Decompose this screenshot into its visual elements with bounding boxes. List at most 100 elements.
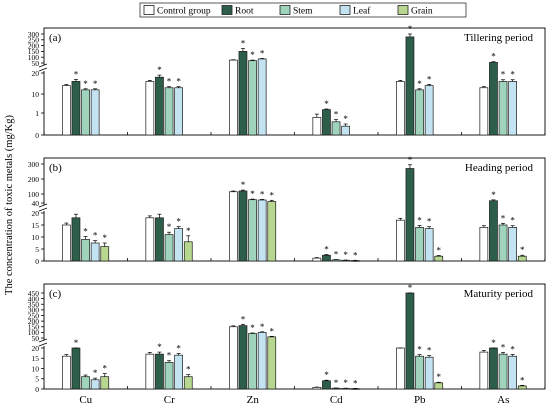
bar-control-group-as <box>479 87 489 136</box>
significance-star: * <box>408 283 413 293</box>
significance-star: * <box>74 69 79 79</box>
bar-grain-cr <box>183 376 193 390</box>
bar-control-group-cu <box>61 224 71 262</box>
significance-star: * <box>186 226 191 236</box>
significance-star: * <box>93 368 98 378</box>
bar-leaf-pb <box>424 85 434 136</box>
bar-root-cu <box>71 81 81 136</box>
bar-leaf-as <box>508 227 517 262</box>
significance-star: * <box>343 250 348 260</box>
significance-star: * <box>427 346 432 356</box>
bar-grain-cu <box>100 376 110 390</box>
significance-star: * <box>427 74 432 84</box>
axis-break-gap <box>40 340 48 346</box>
x-category-label-cu: Cu <box>79 394 92 406</box>
bar-stem-zn <box>248 60 257 136</box>
y-tick-label: 20 <box>32 69 40 78</box>
bar-leaf-cr <box>174 228 183 262</box>
bar-root-cd <box>322 254 331 262</box>
significance-star: * <box>510 70 515 80</box>
bar-leaf-cr <box>174 87 183 136</box>
significance-star: * <box>103 233 108 243</box>
significance-star: * <box>353 378 358 388</box>
y-tick-label: 100 <box>28 328 40 337</box>
legend-label-grain: Grain <box>411 7 433 17</box>
x-category-label-zn: Zn <box>247 394 260 406</box>
x-category-label-as: As <box>497 394 509 406</box>
bar-stem-cd <box>331 259 341 262</box>
axis-break-mark <box>38 342 48 347</box>
bar-stem-cr <box>164 234 174 262</box>
significance-star: * <box>510 216 515 226</box>
significance-star: * <box>176 217 181 227</box>
significance-star: * <box>520 375 525 385</box>
significance-star: * <box>103 364 108 374</box>
bar-root-cr <box>155 76 164 136</box>
significance-star: * <box>491 52 496 62</box>
bar-leaf-cu <box>90 379 100 390</box>
bar-root-as <box>489 62 498 136</box>
bar-stem-cr <box>164 362 174 390</box>
significance-star: * <box>260 322 265 332</box>
significance-star: * <box>176 344 181 354</box>
panel-frame <box>43 27 546 136</box>
bar-root-zn <box>238 325 248 390</box>
y-tick-label: 200 <box>28 41 40 50</box>
bar-grain-zn <box>267 201 277 262</box>
bar-stem-as <box>498 81 508 136</box>
panel-title: Maturity period <box>464 288 534 300</box>
panel-label: (c) <box>49 288 62 300</box>
bar-root-pb <box>405 36 415 136</box>
y-tick-label: 15 <box>32 221 40 230</box>
bar-control-group-cr <box>145 217 155 262</box>
bar-grain-cd <box>350 260 360 262</box>
y-tick-label: 250 <box>28 36 40 45</box>
significance-star: * <box>157 342 162 352</box>
bar-stem-as <box>498 353 508 390</box>
significance-star: * <box>491 338 496 348</box>
bar-control-group-cu <box>61 355 71 390</box>
y-tick-label: 250 <box>28 311 40 320</box>
y-tick-label: 0 <box>35 131 39 140</box>
legend-box <box>139 2 467 18</box>
legend-swatch-root <box>221 5 233 15</box>
significance-star: * <box>83 79 88 89</box>
significance-star: * <box>241 180 246 190</box>
bar-stem-pb <box>415 89 424 136</box>
bar-leaf-cd <box>341 259 350 262</box>
legend-swatch-control-group <box>143 5 155 15</box>
y-tick-label: 450 <box>28 289 40 298</box>
bar-control-group-pb <box>396 219 405 262</box>
bar-control-group-cd <box>312 117 322 136</box>
legend-label-root: Root <box>235 7 254 17</box>
legend-swatch-grain <box>397 5 409 15</box>
panel-label: (a) <box>49 32 62 44</box>
bar-root-cu <box>71 217 81 262</box>
y-tick-label: 300 <box>28 306 40 315</box>
bar-control-group-zn <box>229 326 238 390</box>
y-tick-label: 20 <box>32 344 40 353</box>
y-tick-label: 40 <box>32 199 40 208</box>
axis-break-mark <box>38 63 48 68</box>
y-tick-label: 50 <box>32 59 40 68</box>
significance-star: * <box>241 39 246 49</box>
y-tick-label: 350 <box>28 300 40 309</box>
significance-star: * <box>74 338 79 348</box>
y-tick-label: 400 <box>28 294 40 303</box>
significance-star: * <box>176 77 181 87</box>
bar-root-cr <box>155 353 164 390</box>
axis-break-mark <box>38 203 48 208</box>
bar-stem-pb <box>415 355 424 390</box>
significance-star: * <box>334 110 339 120</box>
bar-control-group-cu <box>61 85 71 136</box>
significance-star: * <box>343 378 348 388</box>
y-tick-label: 5 <box>35 245 39 254</box>
y-tick-label: 10 <box>32 90 40 99</box>
bar-stem-zn <box>248 199 257 262</box>
bar-leaf-cd <box>341 125 350 136</box>
bar-stem-cu <box>81 376 90 390</box>
panels: (a) Tillering period011020501001502002503… <box>28 24 546 394</box>
panel-3: (c) Maturity period 05 10152050100150200250… <box>28 283 546 394</box>
y-tick-label: 300 <box>28 160 40 169</box>
bar-stem-cd <box>331 121 341 136</box>
